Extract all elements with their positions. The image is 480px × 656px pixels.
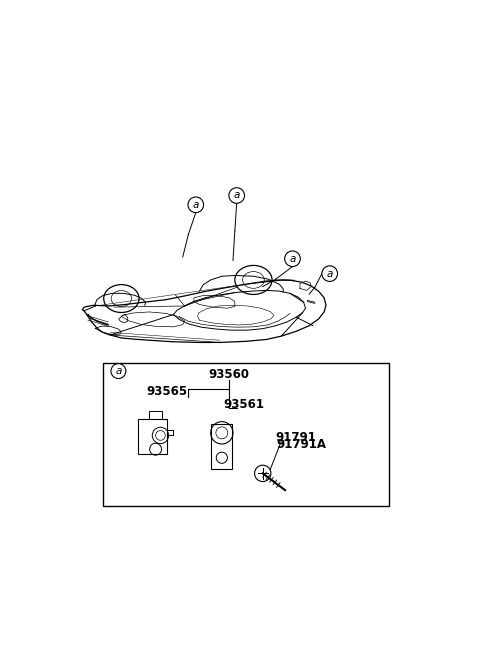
Text: a: a xyxy=(233,190,240,201)
Circle shape xyxy=(322,266,337,281)
Text: a: a xyxy=(289,254,296,264)
Text: 93565: 93565 xyxy=(146,385,188,398)
Circle shape xyxy=(229,188,244,203)
Text: 93561: 93561 xyxy=(224,398,264,411)
Bar xyxy=(211,424,232,469)
Circle shape xyxy=(111,363,126,379)
Circle shape xyxy=(285,251,300,266)
Text: a: a xyxy=(326,268,333,279)
Text: 91791A: 91791A xyxy=(276,438,326,451)
Bar xyxy=(138,419,167,454)
Text: a: a xyxy=(115,366,121,376)
Circle shape xyxy=(188,197,204,213)
Text: a: a xyxy=(192,200,199,210)
Text: 93560: 93560 xyxy=(209,368,250,381)
Bar xyxy=(103,363,389,506)
Text: 91791: 91791 xyxy=(276,431,317,444)
Bar xyxy=(149,411,162,419)
